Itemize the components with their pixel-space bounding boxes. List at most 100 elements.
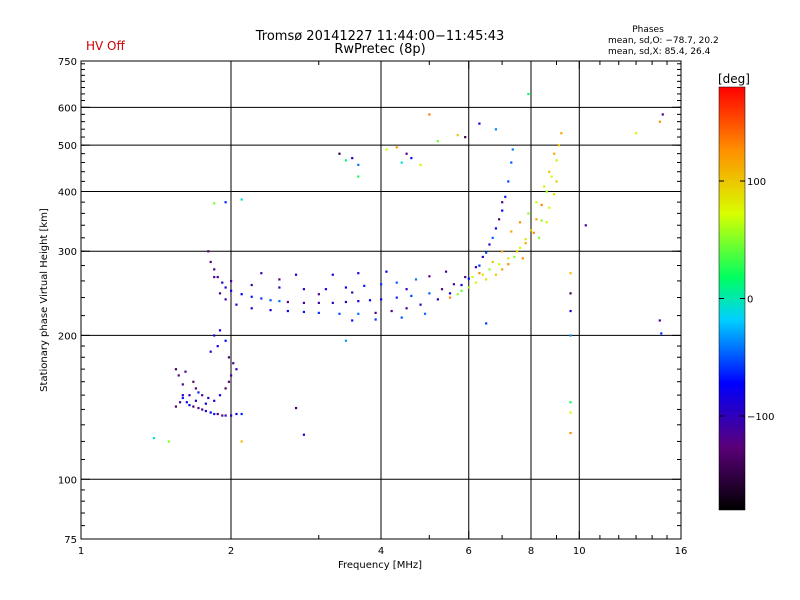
echo-point xyxy=(374,311,377,314)
echo-point xyxy=(213,275,216,279)
echo-point xyxy=(185,401,188,404)
echo-point xyxy=(344,286,348,289)
echo-point xyxy=(152,436,156,440)
echo-point xyxy=(224,339,227,342)
echo-point xyxy=(535,201,538,204)
echo-point xyxy=(278,278,281,281)
echo-point xyxy=(550,175,553,178)
echo-point xyxy=(194,387,198,390)
x-tick-label: 4 xyxy=(378,546,384,557)
echo-point xyxy=(428,292,431,295)
echo-point xyxy=(497,263,501,266)
echo-point xyxy=(177,374,180,377)
x-axis-label: Frequency [MHz] xyxy=(338,560,422,571)
echo-point xyxy=(317,293,320,296)
echo-point xyxy=(456,134,459,137)
echo-points xyxy=(152,92,664,443)
echo-point xyxy=(224,387,227,390)
echo-point xyxy=(240,198,243,201)
echo-point xyxy=(501,209,504,212)
echo-point xyxy=(167,440,170,443)
echo-point xyxy=(540,219,543,222)
y-tick-label: 200 xyxy=(58,331,77,342)
x-tick-label: 6 xyxy=(466,546,472,557)
echo-point xyxy=(410,294,413,298)
echo-point xyxy=(230,279,233,283)
echo-point xyxy=(221,414,224,417)
echo-point xyxy=(436,298,439,301)
echo-point xyxy=(410,157,413,160)
echo-point xyxy=(207,396,210,400)
colorbar-ticks: 100 0 −100 xyxy=(719,177,774,423)
echo-point xyxy=(188,404,191,407)
echo-point xyxy=(357,300,360,303)
echo-point xyxy=(278,300,281,303)
echo-point xyxy=(535,218,538,221)
grid-lines xyxy=(81,61,681,539)
echo-point xyxy=(194,399,198,402)
echo-point xyxy=(368,299,372,302)
echo-point xyxy=(658,319,661,322)
echo-point xyxy=(192,405,195,408)
echo-point xyxy=(569,334,572,337)
x-tick-label: 10 xyxy=(573,546,586,557)
echo-point xyxy=(235,368,238,371)
echo-point xyxy=(448,292,452,295)
echo-point xyxy=(569,431,572,435)
echo-point xyxy=(419,303,422,306)
echo-point xyxy=(197,391,200,394)
echo-point xyxy=(240,440,243,443)
echo-point xyxy=(452,283,456,286)
echo-point xyxy=(419,163,422,166)
echo-point xyxy=(385,270,388,273)
echo-point xyxy=(224,414,227,417)
echo-point xyxy=(485,251,488,254)
echo-point xyxy=(491,260,494,264)
echo-point xyxy=(658,120,661,123)
echo-point xyxy=(235,412,238,416)
echo-point xyxy=(380,283,383,286)
echo-point xyxy=(543,185,546,188)
echo-point xyxy=(184,370,187,373)
echo-point xyxy=(501,250,504,253)
echo-point xyxy=(363,284,366,287)
echo-point xyxy=(227,380,231,383)
y-tick-label: 75 xyxy=(64,535,77,546)
echo-point xyxy=(344,300,348,304)
echo-point xyxy=(400,316,403,319)
echo-point xyxy=(224,286,227,289)
echo-point xyxy=(260,297,263,300)
echo-point xyxy=(213,334,216,337)
echo-point xyxy=(569,401,572,404)
echo-point xyxy=(510,161,513,164)
colorbar-tick-label: −100 xyxy=(747,412,774,423)
echo-point xyxy=(557,144,561,147)
echo-point xyxy=(464,136,467,139)
echo-point xyxy=(278,286,281,289)
echo-point xyxy=(209,411,212,414)
echo-point xyxy=(240,293,243,296)
echo-point xyxy=(532,231,535,234)
x-tick-label: 1 xyxy=(78,546,84,557)
y-axis-label: Stationary phase Virtual Height [km] xyxy=(39,208,50,392)
y-tick-label: 600 xyxy=(58,103,77,114)
echo-point xyxy=(553,193,556,196)
echo-point xyxy=(178,401,182,404)
echo-point xyxy=(395,296,398,299)
echo-point xyxy=(385,148,388,151)
echo-point xyxy=(213,399,216,402)
echo-point xyxy=(481,255,484,259)
echo-point xyxy=(467,286,470,289)
echo-point xyxy=(286,300,289,304)
echo-point xyxy=(395,281,398,284)
echo-point xyxy=(380,298,383,301)
echo-point xyxy=(560,132,563,135)
echo-point xyxy=(635,132,638,135)
echo-point xyxy=(494,128,498,131)
echo-point xyxy=(317,311,320,314)
y-tick-label: 500 xyxy=(58,141,77,152)
echo-point xyxy=(428,113,431,116)
echo-point xyxy=(174,405,178,408)
echo-point xyxy=(511,148,514,151)
chart-subtitle: RwPretec (8p) xyxy=(334,42,425,57)
